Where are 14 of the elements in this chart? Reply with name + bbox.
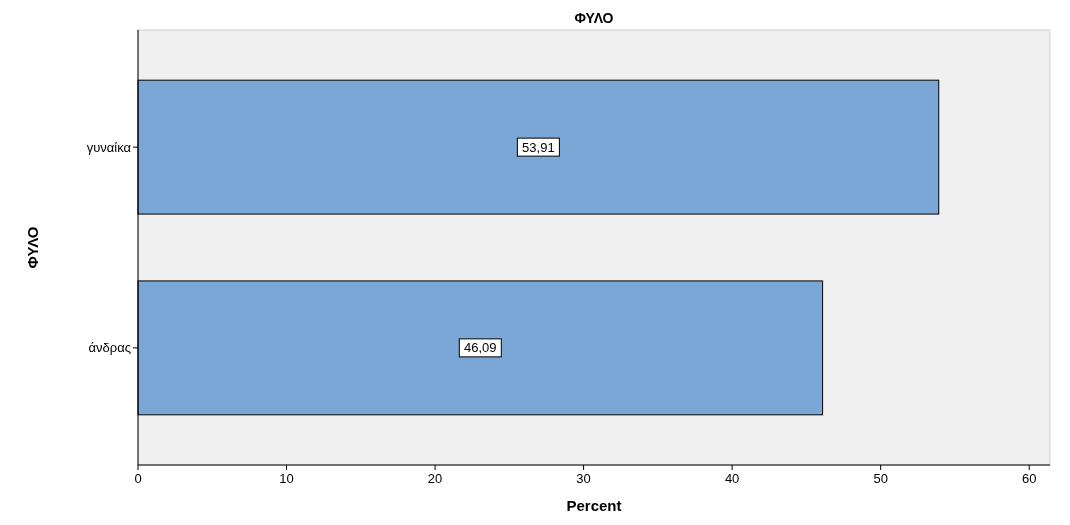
x-tick-label: 10	[279, 471, 294, 486]
x-tick-label: 0	[134, 471, 142, 486]
data-label: 53,91	[522, 139, 555, 155]
x-tick-label: 20	[427, 471, 443, 486]
y-axis-title: ΦΥΛΟ	[24, 226, 41, 269]
x-axis-title: Percent	[566, 497, 622, 514]
x-tick-label: 60	[1021, 471, 1037, 486]
data-label: 46,09	[464, 340, 497, 356]
x-tick-label: 40	[724, 471, 740, 486]
x-tick-label: 50	[873, 471, 888, 486]
y-tick-label: άνδρας	[88, 340, 131, 356]
chart-title: ΦΥΛΟ	[574, 10, 614, 26]
x-tick-label: 30	[576, 471, 591, 486]
y-tick-label: γυναίκα	[86, 139, 132, 155]
